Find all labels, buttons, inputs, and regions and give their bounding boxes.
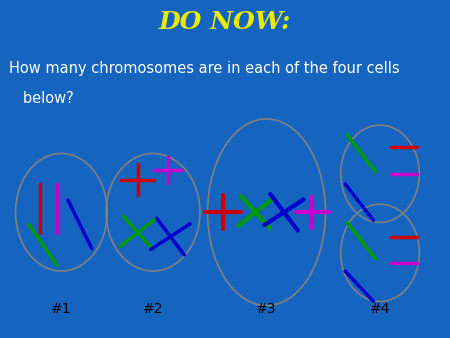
Text: How many chromosomes are in each of the four cells: How many chromosomes are in each of the … [9,61,400,76]
Text: below?: below? [9,91,74,106]
Text: #2: #2 [143,302,163,316]
Text: DO NOW:: DO NOW: [159,10,291,34]
Text: #1: #1 [51,302,72,316]
Text: #3: #3 [256,302,277,316]
Text: #4: #4 [370,302,390,316]
